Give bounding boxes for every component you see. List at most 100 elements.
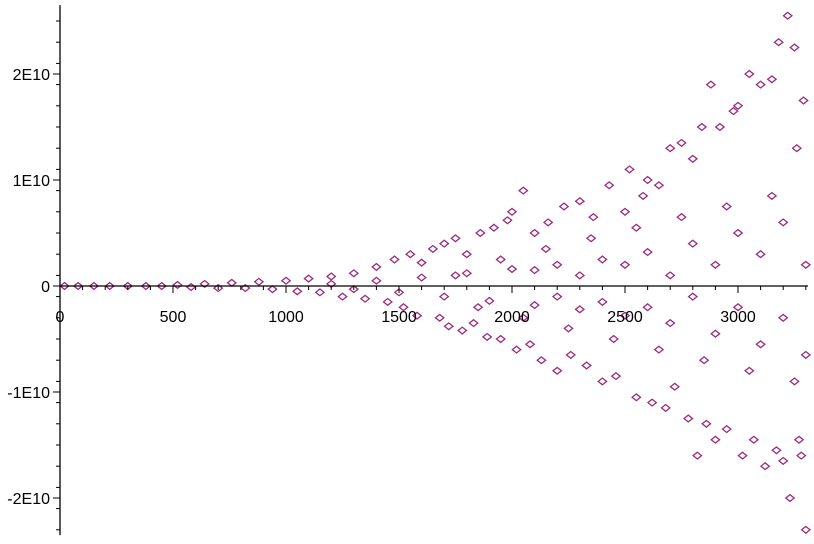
data-point <box>660 403 671 413</box>
data-point <box>646 398 658 407</box>
data-point <box>389 255 400 264</box>
data-point <box>574 305 586 314</box>
data-point <box>637 191 649 201</box>
data-point <box>529 265 540 275</box>
data-point <box>495 334 506 344</box>
x-tick-label: 2500 <box>607 309 643 326</box>
data-point <box>542 218 554 227</box>
data-point <box>653 345 665 354</box>
data-point <box>588 212 599 222</box>
data-point <box>603 181 615 190</box>
data-point <box>796 451 807 460</box>
minor-ticks <box>56 20 807 531</box>
data-point <box>737 451 748 460</box>
data-point <box>748 435 760 444</box>
data-point <box>292 287 303 296</box>
data-point <box>226 278 238 288</box>
y-ticks: -2E10 -1E10 0 1E10 2E10 <box>7 67 60 508</box>
data-point <box>624 165 635 174</box>
data-point <box>687 239 699 248</box>
data-point <box>759 462 771 471</box>
data-point <box>721 424 732 434</box>
data-point <box>581 361 592 370</box>
data-point <box>563 324 574 333</box>
data-point <box>771 446 782 455</box>
data-point <box>348 284 360 294</box>
data-point <box>791 144 803 153</box>
data-point <box>371 262 382 272</box>
data-point <box>393 288 405 297</box>
data-point <box>468 318 479 328</box>
x-tick-label: 1000 <box>268 309 304 326</box>
data-point <box>267 284 278 294</box>
data-point <box>371 276 382 285</box>
data-point <box>800 525 812 534</box>
data-point <box>610 371 622 381</box>
data-point <box>642 247 653 257</box>
data-point <box>574 197 586 206</box>
data-point <box>784 493 796 503</box>
data-point <box>721 202 732 211</box>
data-point <box>524 340 536 349</box>
data-point <box>669 382 680 391</box>
data-point <box>619 260 631 269</box>
data-point <box>405 250 416 259</box>
data-point <box>710 260 721 269</box>
data-point <box>450 234 461 243</box>
data-point <box>631 393 642 402</box>
data-point <box>551 292 563 301</box>
data-point <box>631 223 642 232</box>
data-point <box>416 258 427 267</box>
data-point <box>443 322 454 331</box>
data-point <box>793 435 805 444</box>
data-point <box>253 277 265 286</box>
data-point <box>732 228 744 238</box>
x-tick-label: 3000 <box>720 309 756 326</box>
data-point <box>714 122 726 132</box>
data-point <box>475 228 486 238</box>
data-point <box>597 297 608 307</box>
data-point <box>732 303 744 312</box>
data-point <box>348 269 360 278</box>
data-point <box>698 356 710 365</box>
data-point <box>518 313 529 322</box>
data-point <box>172 280 183 290</box>
x-tick-label: 500 <box>160 309 187 326</box>
x-tick-label: 0 <box>56 309 65 326</box>
y-tick-label: -1E10 <box>7 385 50 402</box>
x-tick-label: 1500 <box>381 309 417 326</box>
data-point <box>766 75 778 84</box>
data-point <box>619 207 631 216</box>
data-point <box>314 288 326 297</box>
data-point <box>710 329 721 338</box>
data-point <box>359 294 371 303</box>
axes-layer: -2E10 -1E10 0 1E10 2E10 0 500 1000 1500 2000 2500… <box>7 5 808 536</box>
data-point <box>664 271 676 280</box>
data-point <box>558 202 570 211</box>
data-point <box>683 414 694 423</box>
data-point <box>608 334 619 344</box>
y-tick-label: 0 <box>41 279 50 296</box>
data-point <box>642 175 653 185</box>
data-point <box>481 332 493 342</box>
points-layer <box>59 11 812 534</box>
data-point <box>457 326 468 335</box>
data-point <box>506 207 518 216</box>
data-point <box>502 216 513 225</box>
data-point <box>701 419 712 428</box>
data-point <box>755 340 766 349</box>
data-point <box>427 244 439 254</box>
data-point <box>728 106 739 116</box>
data-point <box>744 366 755 375</box>
data-point <box>529 228 540 238</box>
data-point <box>382 297 393 307</box>
data-point <box>687 292 699 301</box>
data-point <box>800 350 812 360</box>
data-point <box>518 186 529 195</box>
data-point <box>488 223 500 232</box>
data-point <box>777 456 789 466</box>
data-point <box>676 138 687 148</box>
y-tick-label: 1E10 <box>13 173 50 190</box>
data-point <box>744 69 755 79</box>
